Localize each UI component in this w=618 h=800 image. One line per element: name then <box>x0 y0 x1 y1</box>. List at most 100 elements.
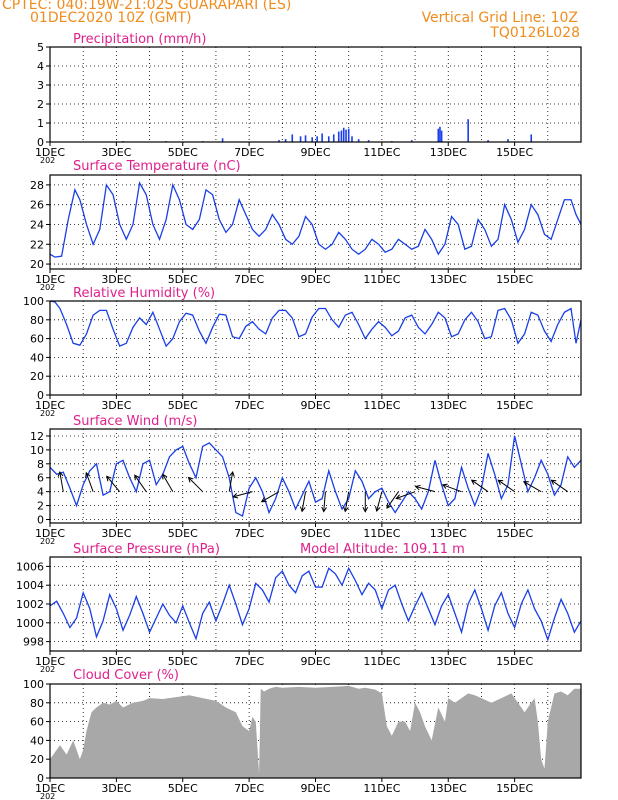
y-tick-label: 2 <box>37 500 44 513</box>
panel-0: Precipitation (mm/h) 0 1 2 3 4 5 1DEC 3DEC 5DEC 7D… <box>35 32 582 165</box>
wind-arrow <box>550 479 569 493</box>
x-year-stub: 202 <box>40 792 55 800</box>
wind-arrow-head <box>343 506 349 513</box>
x-tick-label: 9DEC <box>300 527 330 540</box>
y-tick-label: 4 <box>37 60 44 73</box>
wind-arrow-head <box>85 471 91 478</box>
wind-arrow <box>260 491 280 503</box>
wind-arrow-shaft <box>415 486 436 493</box>
x-tick-label: 13DEC <box>430 655 467 668</box>
wind-arrow-head <box>57 470 64 477</box>
x-tick-label: 9DEC <box>300 655 330 668</box>
y-tick-label: 5 <box>37 41 44 54</box>
wind-arrow-shaft <box>442 484 462 493</box>
x-tick-label: 15DEC <box>496 273 533 286</box>
y-tick-label: 20 <box>30 753 44 766</box>
wind-arrow-shaft <box>228 471 234 492</box>
wind-arrow <box>57 470 64 492</box>
wind-arrow-head <box>441 483 448 489</box>
wind-arrow-head <box>395 494 402 500</box>
y-tick-label: 100 <box>23 295 44 308</box>
y-tick-label: 20 <box>30 258 44 271</box>
x-tick-label: 11DEC <box>363 399 400 412</box>
x-year-stub: 202 <box>40 409 55 418</box>
y-tick-label: 8 <box>37 458 44 471</box>
wind-arrow <box>162 473 174 492</box>
wind-arrow-shaft <box>134 474 147 492</box>
panel-title: Surface Wind (m/s) <box>73 414 197 429</box>
precip-bar <box>221 138 224 142</box>
precip-bar <box>332 134 335 142</box>
panel-frame <box>49 300 582 396</box>
wind-arrow <box>362 491 369 513</box>
wind-arrow <box>497 479 515 493</box>
y-tick-label: 1002 <box>16 598 44 611</box>
wind-arrow <box>441 483 462 493</box>
x-tick-label: 3DEC <box>101 146 131 159</box>
x-tick-label: 11DEC <box>363 273 400 286</box>
wind-arrow <box>228 470 235 492</box>
series-line <box>49 566 582 642</box>
wind-arrow-shaft <box>344 491 350 512</box>
wind-arrow-shaft <box>85 472 94 492</box>
panel-frame <box>49 683 582 779</box>
series-line <box>49 435 582 518</box>
precip-bar <box>291 134 294 142</box>
y-tick-label: 998 <box>23 636 44 649</box>
x-tick-label: 13DEC <box>430 782 467 795</box>
wind-arrow-shaft <box>551 479 569 493</box>
wind-arrow <box>395 491 416 500</box>
y-tick-label: 10 <box>30 444 44 457</box>
x-tick-label: 1DEC <box>35 399 65 412</box>
y-tick-label: 4 <box>37 486 44 499</box>
x-tick-label: 7DEC <box>234 655 264 668</box>
x-year-stub: 202 <box>40 156 55 165</box>
x-tick-label: 9DEC <box>300 146 330 159</box>
panel-title: Relative Humidity (%) <box>73 286 215 301</box>
precip-bar <box>304 135 307 142</box>
precip-bar <box>467 119 469 142</box>
precip-bar <box>530 134 533 142</box>
x-tick-label: 15DEC <box>496 527 533 540</box>
wind-arrow-shaft <box>376 491 383 512</box>
wind-arrow-shaft <box>386 491 399 509</box>
x-tick-label: 7DEC <box>234 273 264 286</box>
wind-arrow <box>134 474 147 492</box>
x-tick-label: 11DEC <box>363 782 400 795</box>
wind-arrow-head <box>497 479 504 485</box>
wind-arrow <box>299 491 307 513</box>
header-location: CPTEC: 040:19W-21:02S GUARAPARI (ES) <box>2 0 292 13</box>
x-tick-label: 3DEC <box>101 527 131 540</box>
wind-arrow-head <box>229 470 235 477</box>
y-tick-label: 1004 <box>16 579 44 592</box>
wind-arrow-head <box>187 476 194 483</box>
x-tick-label: 7DEC <box>234 146 264 159</box>
wind-arrow <box>386 491 399 509</box>
wind-arrow-shaft <box>232 491 253 498</box>
x-tick-label: 9DEC <box>300 273 330 286</box>
wind-arrow-shaft <box>261 491 280 503</box>
y-tick-label: 0 <box>37 772 44 785</box>
wind-arrow-shaft <box>301 491 307 512</box>
precip-bar <box>410 140 413 142</box>
wind-arrow <box>375 491 383 512</box>
x-tick-label: 3DEC <box>101 655 131 668</box>
y-tick-label: 0 <box>37 389 44 402</box>
precip-bar <box>311 137 313 142</box>
wind-arrow-head <box>321 506 327 513</box>
wind-arrow-head <box>362 507 369 513</box>
y-tick-label: 40 <box>30 734 44 747</box>
panel-frame <box>49 174 582 270</box>
wind-arrow-shaft <box>323 491 326 512</box>
wind-arrow <box>414 484 436 493</box>
x-tick-label: 3DEC <box>101 399 131 412</box>
precip-bar <box>351 136 353 142</box>
y-tick-label: 1 <box>37 117 44 130</box>
wind-arrow <box>343 491 350 513</box>
x-tick-label: 13DEC <box>430 273 467 286</box>
x-tick-label: 1DEC <box>35 273 65 286</box>
series-line <box>49 300 582 348</box>
precip-bar <box>299 136 302 142</box>
wind-arrow-head <box>106 475 112 482</box>
wind-arrow-head <box>232 493 239 499</box>
